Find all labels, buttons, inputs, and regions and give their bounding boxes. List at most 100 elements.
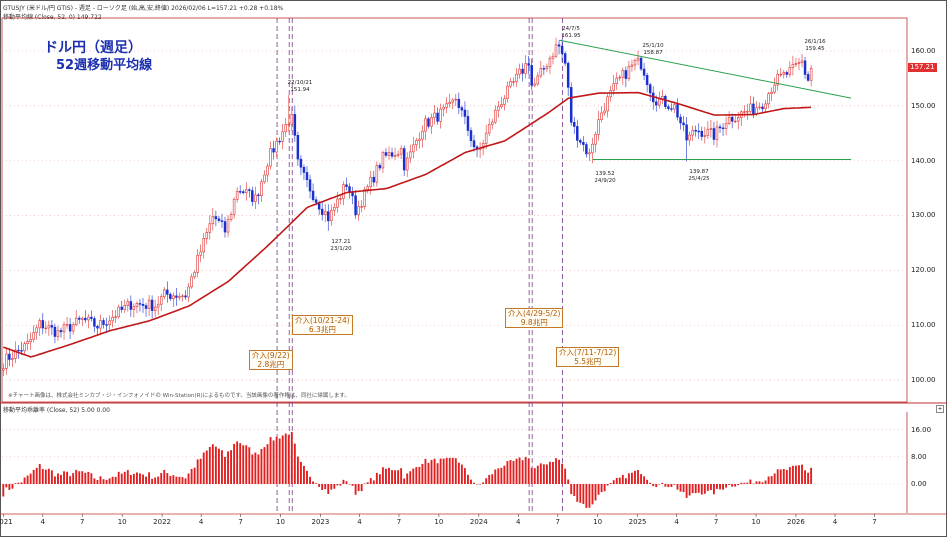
deviation-bar — [454, 458, 457, 484]
candle-body — [797, 62, 801, 64]
candle-body — [494, 109, 497, 123]
candle-body — [694, 129, 697, 132]
candle-body — [17, 349, 20, 352]
candle-body — [594, 133, 597, 145]
intervention-1-amount: 2.8兆円 — [257, 360, 285, 369]
deviation-bar — [430, 459, 433, 484]
candle-body — [251, 190, 254, 202]
deviation-bar — [606, 484, 609, 486]
candle-body — [794, 63, 798, 65]
deviation-bar — [26, 475, 29, 484]
deviation-bar — [348, 484, 351, 485]
candle-body — [384, 152, 388, 156]
deviation-bar — [524, 456, 527, 484]
deviation-bar — [448, 457, 451, 484]
deviation-bar — [8, 484, 11, 490]
deviation-bar — [552, 461, 554, 484]
deviation-bar — [463, 468, 466, 484]
candle-body — [582, 141, 585, 145]
intervention-2-amount: 6.3兆円 — [308, 325, 336, 334]
deviation-bar — [354, 484, 357, 495]
candle-body — [108, 320, 111, 325]
time-axis-tick: 7 — [555, 518, 560, 526]
candle-body — [409, 151, 412, 159]
deviation-bar — [694, 484, 697, 494]
candle-body — [311, 190, 315, 201]
candle-body — [360, 206, 363, 208]
deviation-bar — [476, 484, 479, 485]
candle-body — [746, 111, 749, 113]
candle-body — [484, 132, 488, 144]
candle-body — [736, 117, 740, 122]
candle-body — [396, 153, 400, 156]
deviation-bar — [570, 484, 573, 495]
deviation-bar — [457, 462, 460, 484]
time-axis-tick: 2026 — [787, 518, 805, 526]
deviation-bar — [491, 474, 494, 484]
candle-body — [603, 110, 606, 114]
time-axis-tick: 2025 — [628, 518, 647, 526]
candle-body — [372, 176, 376, 183]
candle-body — [806, 74, 810, 81]
price-label-2023-low: 127.21 23/1/20 — [330, 239, 352, 252]
candle-body — [53, 326, 57, 337]
candle-body — [387, 152, 391, 156]
deviation-bar — [703, 484, 706, 494]
deviation-bar — [99, 476, 102, 484]
candle-body — [202, 238, 205, 253]
deviation-bar — [527, 458, 530, 484]
candle-body — [487, 124, 491, 134]
candle-body — [178, 296, 181, 298]
deviation-bar — [451, 457, 454, 484]
deviation-bar — [512, 460, 515, 484]
deviation-bar — [485, 478, 488, 484]
candle-body — [503, 98, 506, 105]
candle-body — [135, 303, 139, 308]
candle-body — [366, 186, 369, 190]
deviation-bar — [309, 476, 311, 484]
deviation-bar — [706, 484, 709, 491]
candle-body — [536, 75, 540, 85]
deviation-bar — [567, 479, 570, 484]
deviation-bar — [23, 477, 26, 484]
deviation-bar — [600, 484, 603, 493]
deviation-bar — [123, 471, 126, 484]
candle-body — [257, 194, 260, 197]
deviation-bar — [618, 477, 621, 484]
deviation-bar — [245, 445, 248, 484]
candle-body — [47, 325, 51, 329]
deviation-bar — [57, 473, 59, 484]
candle-body — [524, 63, 527, 74]
deviation-bar — [743, 482, 746, 484]
deviation-bar — [460, 464, 463, 484]
candle-body — [767, 93, 770, 105]
deviation-bar — [87, 471, 90, 484]
candle-body — [809, 67, 813, 81]
deviation-bar — [539, 463, 542, 484]
candle-body — [676, 104, 679, 118]
deviation-bar — [254, 452, 257, 484]
deviation-bar — [63, 471, 65, 484]
deviation-bar — [433, 458, 436, 484]
time-axis-tick: 2023 — [311, 518, 330, 526]
candle-body — [497, 106, 500, 111]
time-axis-tick: 10 — [117, 518, 127, 526]
candle-body — [733, 120, 737, 123]
candle-body — [287, 123, 291, 126]
panel-maximize-button[interactable]: + — [936, 405, 944, 413]
deviation-bar — [14, 483, 17, 484]
deviation-bar — [521, 460, 524, 484]
deviation-bar — [381, 467, 384, 484]
deviation-bar — [66, 471, 69, 484]
deviation-bar — [712, 484, 715, 495]
deviation-bar — [719, 484, 721, 490]
candle-body — [269, 148, 272, 167]
candle-body — [803, 60, 807, 75]
candle-body — [563, 53, 567, 64]
candle-body — [639, 57, 643, 70]
price-label-2026-high: 26/1/16 159.45 — [804, 39, 826, 52]
candle-body — [278, 140, 281, 143]
price-label-2024-high: 24/7/5 161.95 — [561, 26, 581, 39]
candle-body — [658, 98, 661, 106]
